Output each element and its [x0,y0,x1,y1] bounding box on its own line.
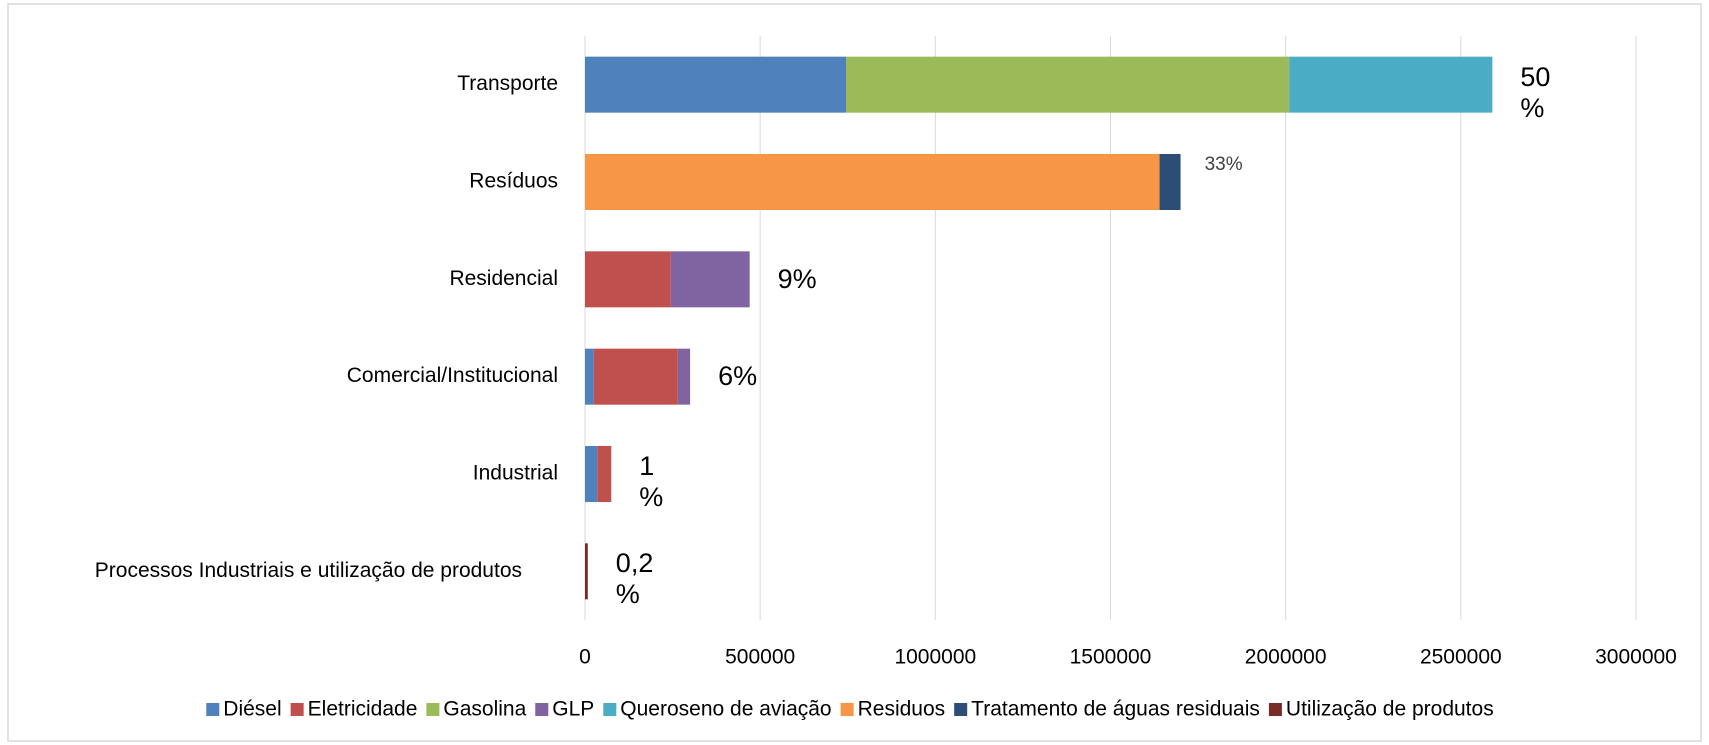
bar-segment [677,348,691,405]
share-label: 33% [1204,154,1243,175]
y-tick-label: Resíduos [469,170,558,193]
bar-segment [845,56,1290,113]
bar-segment [585,446,598,502]
bar-segment [670,251,750,308]
y-tick-label: Residencial [449,267,558,290]
x-tick-label: 2500000 [1420,646,1502,669]
y-tick-label: Industrial [473,462,558,485]
bar-segment [585,56,846,113]
share-label: 0,2 % [615,548,654,610]
bar-segment [585,154,1160,210]
x-tick-label: 2000000 [1245,646,1327,669]
bar-segment [585,251,671,308]
y-tick-label: Processos Industriais e utilização de pr… [95,559,522,582]
legend-swatch [426,703,440,716]
bar-segment [597,446,612,502]
legend-swatch [603,703,617,716]
share-label: 1 % [639,451,664,513]
x-tick-label: 1000000 [894,646,976,669]
bar-segment [1289,56,1493,113]
legend-swatch [206,703,220,716]
chart-border [7,3,1702,742]
bar-segment [593,348,678,405]
x-tick-label: 500000 [725,646,795,669]
legend-swatch [1268,703,1282,716]
x-tick-label: 3000000 [1595,646,1677,669]
y-tick-label: Comercial/Institucional [347,364,558,387]
legend-swatch [535,703,549,716]
legend-swatch [954,703,968,716]
x-tick-label: 1500000 [1070,646,1152,669]
legend-label: Tratamento de águas residuais [971,698,1260,721]
y-tick-label: Transporte [457,72,558,95]
legend-label: Gasolina [443,698,526,721]
share-label: 9% [777,263,817,294]
legend-label: Queroseno de aviação [620,698,831,721]
bar-segment [1159,154,1181,210]
bar-segment [585,348,594,405]
legend-label: Utilização de produtos [1286,698,1494,721]
legend-swatch [290,703,304,716]
share-label: 6% [718,361,758,392]
legend-label: GLP [552,698,594,721]
x-tick-label: 0 [579,646,591,669]
legend-swatch [840,703,854,716]
bar-segment [585,543,588,600]
legend-label: Diésel [223,698,281,721]
legend-label: Eletricidade [308,698,418,721]
legend-label: Residuos [858,698,946,721]
share-label: 50 % [1520,61,1551,123]
